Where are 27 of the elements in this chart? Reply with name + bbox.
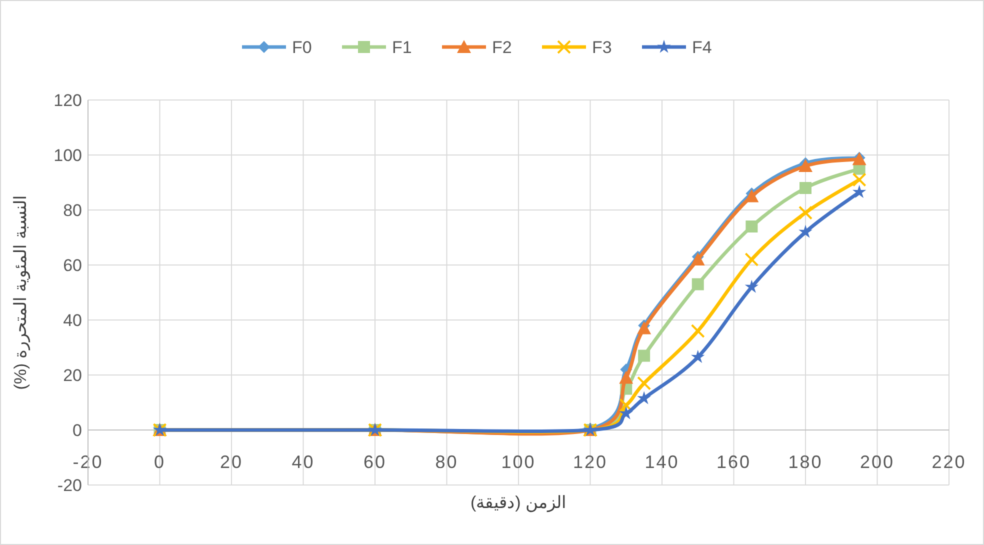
- x-tick-label: 60: [363, 452, 387, 472]
- x-tick-label: 120: [572, 452, 608, 472]
- x-tick-label: 200: [860, 452, 895, 472]
- legend-label: F0: [292, 38, 312, 57]
- y-tick-label: 40: [63, 311, 82, 330]
- legend-label: F2: [492, 38, 512, 57]
- y-axis-title: النسبة المئوية المتحررة (%): [11, 195, 31, 390]
- y-tick-label: 100: [54, 146, 82, 165]
- y-tick-label: 60: [63, 256, 82, 275]
- x-tick-label: 0: [154, 452, 166, 472]
- y-tick-label: 20: [63, 366, 82, 385]
- x-tick-label: 80: [435, 452, 458, 472]
- x-tick-label: 20: [220, 452, 244, 472]
- x-tick-label: 140: [644, 452, 680, 472]
- x-tick-label: 220: [932, 452, 966, 472]
- x-tick-label: 100: [501, 452, 536, 472]
- x-axis-title: الزمن (دقيقة): [470, 493, 567, 513]
- y-tick-label: 0: [72, 421, 82, 440]
- legend-label: F1: [392, 38, 412, 57]
- legend-label: F4: [692, 38, 712, 57]
- y-tick-label: -20: [57, 476, 82, 495]
- x-tick-label: 180: [788, 452, 823, 472]
- y-tick-label: 120: [54, 91, 82, 110]
- x-tick-label: 40: [292, 452, 315, 472]
- x-tick-label: 160: [716, 452, 752, 472]
- legend-label: F3: [592, 38, 612, 57]
- y-tick-label: 80: [63, 201, 82, 220]
